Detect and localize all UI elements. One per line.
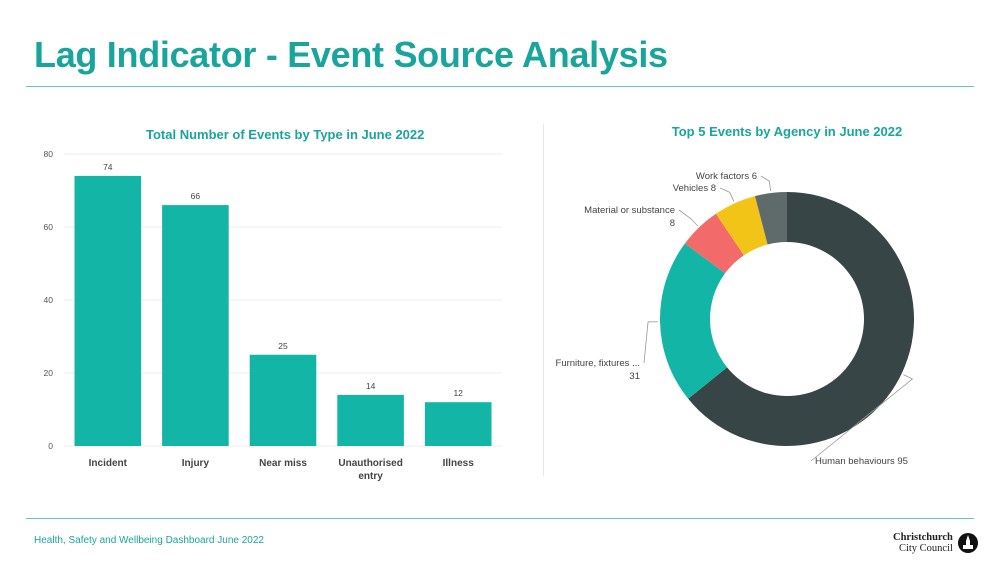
slice-value-label: 8 — [670, 218, 675, 229]
donut-slice — [754, 192, 787, 245]
x-tick-label: Illness — [443, 458, 475, 469]
slice-label: Furniture, fixtures ... — [556, 358, 640, 369]
data-label: 25 — [278, 341, 288, 351]
y-tick-label: 20 — [44, 368, 54, 378]
title-divider — [26, 86, 974, 87]
donut-slice — [660, 243, 728, 399]
chart-divider — [543, 124, 544, 476]
y-tick-label: 60 — [44, 222, 54, 232]
x-tick-label: Injury — [182, 458, 210, 469]
leader-line — [643, 321, 659, 364]
slice-label: Work factors 6 — [696, 171, 757, 182]
council-logo: Christchurch City Council — [893, 532, 979, 554]
footer-divider — [26, 518, 974, 519]
slice-label: Vehicles 8 — [673, 183, 716, 194]
x-tick-label: Near miss — [259, 458, 307, 469]
page-title: Lag Indicator - Event Source Analysis — [34, 34, 668, 75]
donut-chart: Human behaviours 95 Furniture, fixtures .… — [556, 171, 914, 467]
y-tick-label: 40 — [44, 295, 54, 305]
donut-chart-title: Top 5 Events by Agency in June 2022 — [671, 124, 903, 139]
bar-chart: 0 20 40 60 80 74 Incident 66 Injury 25 Near miss 14… — [44, 149, 502, 482]
data-label: 74 — [103, 162, 113, 172]
slice-label: Material or substance — [584, 205, 675, 216]
donut-slice — [684, 213, 744, 274]
data-label: 66 — [191, 191, 201, 201]
x-tick-label: entry — [358, 471, 383, 482]
bar — [424, 402, 492, 446]
y-tick-label: 80 — [44, 149, 54, 159]
logo-line-2: City Council — [898, 543, 953, 554]
data-label: 12 — [453, 388, 463, 398]
leader-line — [810, 374, 914, 462]
y-tick-label: 0 — [48, 441, 53, 451]
donut-slice — [688, 192, 914, 446]
leader-line — [719, 187, 735, 202]
bar — [162, 205, 229, 446]
bar-chart-title: Total Number of Events by Type in June 2… — [146, 127, 425, 142]
slice-value-label: 31 — [629, 371, 640, 382]
bar — [337, 394, 404, 446]
slice-label: Human behaviours 95 — [815, 456, 908, 467]
x-tick-label: Unauthorised — [338, 458, 402, 469]
donut-slice — [715, 196, 768, 256]
bar — [249, 354, 317, 446]
data-label: 14 — [366, 381, 376, 391]
bar — [74, 175, 142, 446]
x-tick-label: Incident — [89, 458, 128, 469]
footer-text: Health, Safety and Wellbeing Dashboard J… — [34, 535, 264, 546]
leader-line — [760, 175, 772, 192]
leader-line — [678, 209, 699, 227]
cathedral-logo-icon — [957, 533, 978, 553]
logo-line-1: Christchurch — [893, 532, 953, 543]
